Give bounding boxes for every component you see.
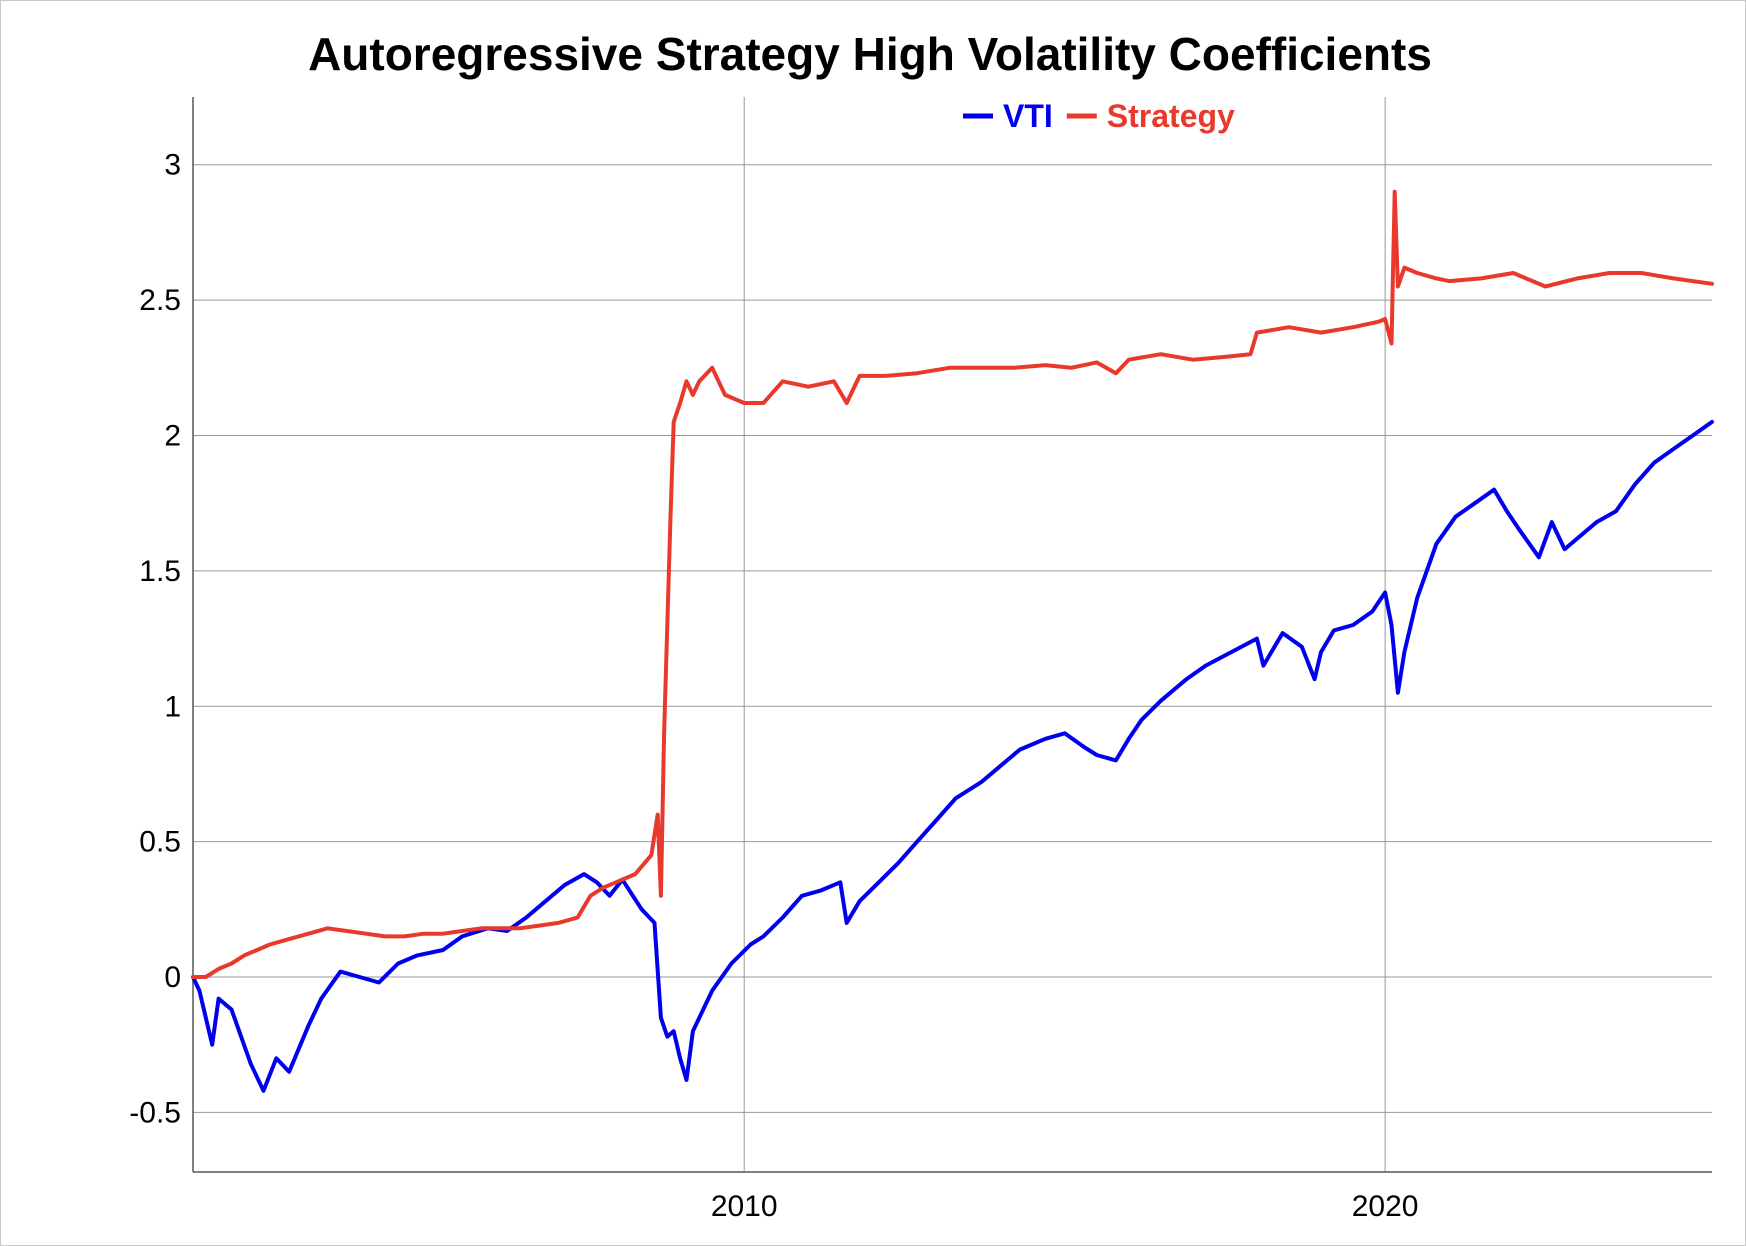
legend-label-strategy: Strategy [1107,98,1235,134]
series-line-strategy [191,189,1714,979]
series-group [191,189,1714,1093]
y-tick-label: -0.5 [129,1096,181,1129]
series-line-vti [191,419,1714,1093]
axes: -0.5 0 0.5 1 1.5 2 2.5 3 2010 2020 [129,97,1712,1223]
y-tick-label: 2.5 [139,284,181,317]
y-tick-label: 3 [164,149,181,182]
chart-title: Autoregressive Strategy High Volatility … [308,28,1432,80]
x-tick-label: 2010 [711,1190,778,1223]
x-tick-label: 2020 [1352,1190,1419,1223]
grid [193,97,1712,1172]
legend-label-vti: VTI [1003,98,1053,134]
y-tick-label: 0.5 [139,826,181,859]
y-tick-label: 1 [164,690,181,723]
y-tick-label: 1.5 [139,555,181,588]
y-tick-label: 0 [164,961,181,994]
legend: VTI Strategy [963,98,1235,134]
y-tick-label: 2 [164,419,181,452]
